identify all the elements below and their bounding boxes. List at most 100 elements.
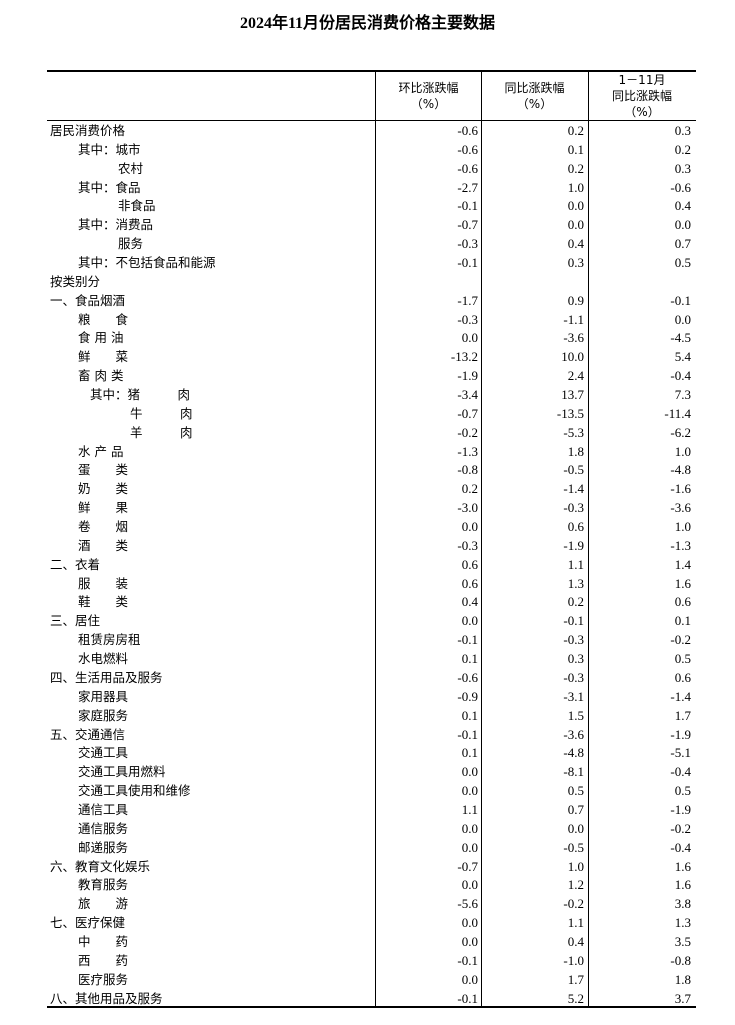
row-label: 家用器具: [78, 688, 129, 704]
cell-mom: 0.1: [461, 651, 478, 667]
cell-yoy: 10.0: [561, 349, 584, 365]
row-label: 中 药: [78, 933, 129, 949]
cell-mom: 0.6: [461, 575, 478, 591]
cell-yoy: 0.4: [567, 236, 584, 252]
cell-mom: -0.6: [457, 141, 478, 157]
table-row: 通信服务 0.0 0.0 -0.2: [47, 819, 696, 838]
row-label: 二、衣着: [50, 556, 101, 572]
cell-yoy: -1.9: [563, 537, 584, 553]
table-row: 教育服务 0.0 1.2 1.6: [47, 875, 696, 894]
row-label: 按类别分: [50, 273, 101, 289]
table-row: 七、医疗保健 0.0 1.1 1.3: [47, 913, 696, 932]
cell-yoy: 0.0: [567, 198, 584, 214]
row-label: 奶 类: [78, 481, 129, 497]
row-label: 交通工具: [78, 745, 129, 761]
table-row: 粮 食 -0.3 -1.1 0.0: [47, 310, 696, 329]
table-row: 五、交通通信 -0.1 -3.6 -1.9: [47, 725, 696, 744]
cell-ytd: 1.0: [674, 519, 691, 535]
row-label: 服 装: [78, 575, 129, 591]
row-label: 服务: [118, 236, 144, 252]
cell-mom: 0.0: [461, 877, 478, 893]
cell-yoy: 13.7: [561, 387, 584, 403]
cell-ytd: 0.2: [674, 141, 691, 157]
cell-yoy: -0.3: [563, 632, 584, 648]
table-row: 农村 -0.6 0.2 0.3: [47, 159, 696, 178]
table-header: 环比涨跌幅 （%） 同比涨跌幅 （%） 1－11月 同比涨跌幅 （%）: [47, 72, 696, 121]
cell-ytd: -0.6: [670, 179, 691, 195]
column-divider: [375, 72, 376, 1007]
table-row: 邮递服务 0.0 -0.5 -0.4: [47, 838, 696, 857]
cell-mom: -0.1: [457, 198, 478, 214]
cell-mom: -0.7: [457, 858, 478, 874]
cell-yoy: 0.3: [567, 255, 584, 271]
table-row: 鲜 菜 -13.2 10.0 5.4: [47, 347, 696, 366]
cell-ytd: -6.2: [670, 424, 691, 440]
header-ytd-unit: （%）: [624, 105, 660, 119]
table-row: 二、衣着 0.6 1.1 1.4: [47, 555, 696, 574]
row-label: 非食品: [118, 198, 156, 214]
cell-yoy: 1.5: [567, 707, 584, 723]
cell-mom: 0.0: [461, 933, 478, 949]
cell-mom: -0.1: [457, 990, 478, 1006]
cell-mom: -0.3: [457, 537, 478, 553]
row-label: 牛 肉: [130, 405, 193, 421]
cell-yoy: -4.8: [563, 745, 584, 761]
cell-mom: -0.1: [457, 255, 478, 271]
table-row: 畜 肉 类 -1.9 2.4 -0.4: [47, 366, 696, 385]
cell-ytd: 1.6: [674, 858, 691, 874]
table-row: 奶 类 0.2 -1.4 -1.6: [47, 479, 696, 498]
cell-yoy: -0.1: [563, 613, 584, 629]
cell-mom: -13.2: [450, 349, 478, 365]
cell-yoy: -3.6: [563, 726, 584, 742]
cell-ytd: 0.3: [674, 123, 691, 138]
row-label: 鲜 果: [78, 500, 129, 516]
cell-mom: -0.6: [457, 123, 478, 138]
cell-mom: -0.3: [457, 311, 478, 327]
cell-mom: 0.0: [461, 519, 478, 535]
cell-mom: 0.0: [461, 330, 478, 346]
cell-yoy: 0.2: [567, 160, 584, 176]
cell-ytd: 1.6: [674, 575, 691, 591]
table-row: 家庭服务 0.1 1.5 1.7: [47, 706, 696, 725]
table-row: 其中：猪 肉 -3.4 13.7 7.3: [47, 385, 696, 404]
table-row: 医疗服务 0.0 1.7 1.8: [47, 970, 696, 989]
row-label: 教育服务: [78, 877, 129, 893]
cell-mom: -5.6: [457, 896, 478, 912]
cell-ytd: -4.5: [670, 330, 691, 346]
column-divider: [481, 72, 482, 1007]
cell-mom: -0.1: [457, 632, 478, 648]
table-row: 家用器具 -0.9 -3.1 -1.4: [47, 687, 696, 706]
row-label: 粮 食: [78, 311, 129, 327]
cell-mom: 0.1: [461, 745, 478, 761]
table-row: 其中：不包括食品和能源 -0.1 0.3 0.5: [47, 253, 696, 272]
table-row: 服 装 0.6 1.3 1.6: [47, 574, 696, 593]
row-label: 居民消费价格: [50, 123, 126, 138]
cell-mom: -3.4: [457, 387, 478, 403]
row-label: 蛋 类: [78, 462, 129, 478]
cell-yoy: 1.0: [567, 858, 584, 874]
table-row: 西 药 -0.1 -1.0 -0.8: [47, 951, 696, 970]
cell-mom: -0.8: [457, 462, 478, 478]
table-row: 食 用 油 0.0 -3.6 -4.5: [47, 328, 696, 347]
table-row: 中 药 0.0 0.4 3.5: [47, 932, 696, 951]
column-divider: [588, 72, 589, 1007]
row-label: 其中：消费品: [78, 217, 154, 233]
cell-mom: 0.6: [461, 556, 478, 572]
table-bottom-rule: [47, 1006, 696, 1008]
cell-yoy: -1.0: [563, 952, 584, 968]
row-label: 交通工具使用和维修: [78, 783, 191, 799]
cell-ytd: -0.2: [670, 820, 691, 836]
cell-yoy: 0.6: [567, 519, 584, 535]
cell-mom: 0.0: [461, 820, 478, 836]
header-mom: 环比涨跌幅 （%）: [376, 72, 481, 120]
cell-yoy: 1.1: [567, 915, 584, 931]
table-row: 非食品 -0.1 0.0 0.4: [47, 196, 696, 215]
cell-yoy: 5.2: [567, 990, 584, 1006]
cell-yoy: -0.3: [563, 669, 584, 685]
cell-mom: 0.0: [461, 764, 478, 780]
row-label: 旅 游: [78, 896, 129, 912]
row-label: 七、医疗保健: [50, 915, 126, 931]
cell-ytd: -0.4: [670, 764, 691, 780]
cell-yoy: 0.2: [567, 594, 584, 610]
table-row: 鞋 类 0.4 0.2 0.6: [47, 592, 696, 611]
